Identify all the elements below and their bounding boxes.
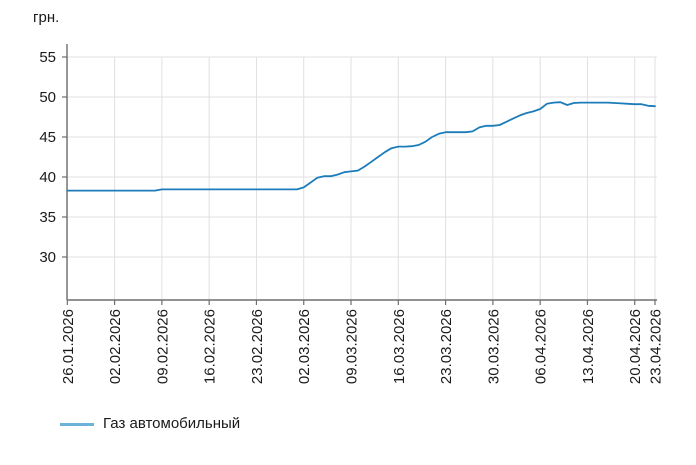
x-tick-label: 13.04.2026 (580, 309, 597, 384)
legend-line-swatch (60, 422, 94, 426)
y-tick-label: 40 (39, 169, 56, 186)
legend-series-label: Газ автомобильный (103, 415, 241, 432)
x-tick-label: 23.02.2026 (249, 309, 266, 384)
y-tick-label: 55 (39, 49, 56, 66)
y-tick-label: 30 (39, 249, 56, 266)
x-tick-label: 02.02.2026 (107, 309, 124, 384)
y-tick-label: 45 (39, 129, 56, 146)
x-tick-label: 09.03.2026 (344, 309, 361, 384)
y-tick-label: 50 (39, 89, 56, 106)
chart-canvas: 30 35 40 45 50 55 26.01.2026 02.02.2026 09.02.20… (39, 44, 665, 384)
y-axis-ticks: 30 35 40 45 50 55 (39, 49, 67, 266)
x-tick-label: 02.03.2026 (296, 309, 313, 384)
axes (66, 44, 657, 301)
x-tick-label: 16.02.2026 (202, 309, 219, 384)
legend[interactable]: Газ автомобильный (60, 415, 240, 433)
x-tick-label: 06.04.2026 (533, 309, 550, 384)
x-axis-ticks: 26.01.2026 02.02.2026 09.02.2026 16.02.2026… (60, 300, 665, 384)
x-tick-label: 16.03.2026 (391, 309, 408, 384)
x-tick-label: 23.03.2026 (438, 309, 455, 384)
x-tick-label: 20.04.2026 (627, 309, 644, 384)
gridlines (66, 56, 657, 300)
x-tick-label: 30.03.2026 (485, 309, 502, 384)
y-tick-label: 35 (39, 209, 56, 226)
y-axis-unit-label: грн. (33, 9, 60, 26)
series-line-gas (66, 101, 656, 192)
x-tick-label: 26.01.2026 (60, 309, 77, 384)
x-tick-label: 09.02.2026 (154, 309, 171, 384)
x-tick-label: 23.04.2026 (648, 309, 665, 384)
